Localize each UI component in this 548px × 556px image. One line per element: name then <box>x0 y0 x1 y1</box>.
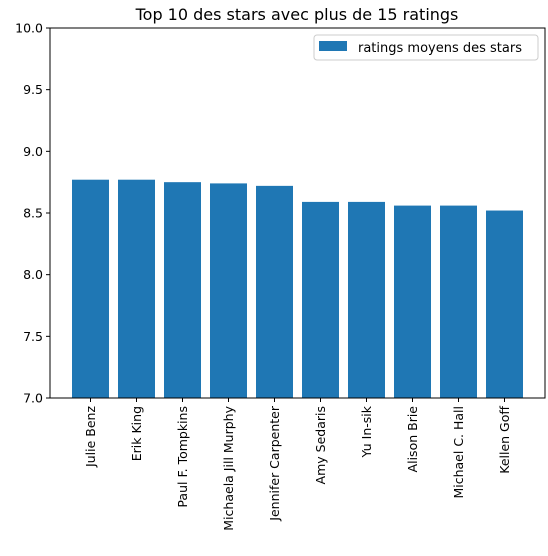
bar-9 <box>486 210 523 398</box>
y-tick-label-5: 9.5 <box>23 82 43 97</box>
bar-5 <box>302 201 339 398</box>
bar-0 <box>72 179 109 398</box>
bar-3 <box>210 183 247 398</box>
x-tick-label-8: Michael C. Hall <box>451 406 466 499</box>
x-tick-label-2: Paul F. Tompkins <box>175 406 190 508</box>
legend-swatch <box>319 41 347 51</box>
x-tick-label-4: Jennifer Carpenter <box>267 405 282 522</box>
y-tick-label-3: 8.5 <box>23 206 43 221</box>
bar-6 <box>348 201 385 398</box>
bars-group <box>72 179 523 398</box>
y-tick-label-2: 8.0 <box>23 267 43 282</box>
plot-frame <box>49 27 546 399</box>
x-tick-label-3: Michaela Jill Murphy <box>221 405 236 530</box>
bar-2 <box>164 182 201 398</box>
bar-4 <box>256 185 293 398</box>
x-tick-label-1: Erik King <box>129 406 144 461</box>
legend: ratings moyens des stars <box>313 34 539 61</box>
y-tick-label-4: 9.0 <box>23 144 43 159</box>
legend-box <box>313 34 539 61</box>
x-tick-label-5: Amy Sedaris <box>313 406 328 484</box>
bar-1 <box>118 179 155 398</box>
x-tick-label-0: Julie Benz <box>83 406 98 468</box>
bar-7 <box>394 205 431 398</box>
legend-label: ratings moyens des stars <box>358 41 522 56</box>
y-tick-label-1: 7.5 <box>23 329 43 344</box>
y-tick-label-6: 10.0 <box>15 21 43 36</box>
x-axis: Julie Benz Erik King Paul F. Tompkins Micha… <box>83 398 512 531</box>
bar-8 <box>440 205 477 398</box>
chart-title: Top 10 des stars avec plus de 15 ratings <box>135 5 459 24</box>
x-tick-label-7: Alison Brie <box>405 406 420 473</box>
x-tick-label-6: Yu In-sik <box>359 405 374 458</box>
y-tick-label-0: 7.0 <box>23 391 43 406</box>
x-tick-label-9: Kellen Goff <box>497 406 512 474</box>
y-axis: 7.0 7.5 8.0 8.5 9.0 9.5 10.0 <box>15 21 50 406</box>
